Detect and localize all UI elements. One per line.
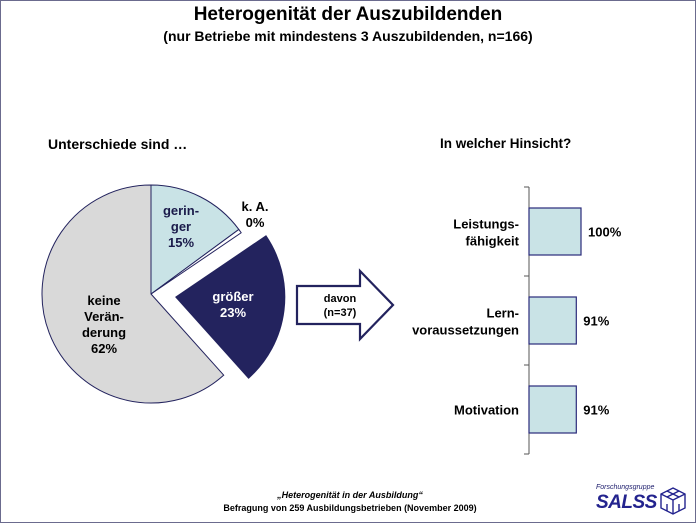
pie-slice-keine <box>41 184 225 404</box>
bar-0 <box>528 207 582 256</box>
pie-label-groesser: größer 23% <box>212 289 253 320</box>
bar-2 <box>528 385 577 434</box>
logo-main-text: SALSS <box>596 492 657 513</box>
bar-value-label: 91% <box>583 314 609 329</box>
pie-label-keine: keine Verän-derung 62% <box>82 293 126 356</box>
arrow-label-davon: davon <box>324 293 357 305</box>
pie-slice-geringer <box>150 184 240 295</box>
arrow-shape <box>295 268 395 342</box>
bar-category-label: Motivation <box>454 403 519 418</box>
salss-logo: Forschungsgruppe SALSS <box>594 484 690 518</box>
pie-slice-ka <box>150 228 242 295</box>
bar-value-label: 100% <box>588 225 622 240</box>
logo-top-text: Forschungsgruppe <box>596 484 655 491</box>
bar-category-label: Lern-voraussetzungen <box>412 306 519 338</box>
bar-heading: In welcher Hinsicht? <box>440 136 572 151</box>
bar-category-label: Leistungs-fähigkeit <box>453 217 519 249</box>
davon-arrow: davon (n=37) <box>295 268 395 342</box>
page-subtitle: (nur Betriebe mit mindestens 3 Auszubild… <box>163 28 533 44</box>
page-title: Heterogenität der Auszubildenden <box>193 4 503 25</box>
pie-heading: Unterschiede sind … <box>48 136 188 152</box>
bar-value-label: 91% <box>583 403 609 418</box>
bar-1 <box>528 296 577 345</box>
pie-chart: gerin-ger 15% k. A. 0% größer 23% keine Verän-d… <box>41 184 286 404</box>
cube-icon <box>660 487 686 515</box>
pie-label-ka: k. A. 0% <box>242 199 269 230</box>
pie-label-geringer: gerin-ger 15% <box>163 203 199 250</box>
footer-study-title: „Heterogenität in der Ausbildung“ <box>277 490 423 500</box>
pie-slice-groesser <box>175 235 286 379</box>
bar-chart: Leistungs-fähigkeit 100% Lern-voraussetzun… <box>412 186 622 455</box>
arrow-label-n: (n=37) <box>324 307 357 319</box>
footer-survey-info: Befragung von 259 Ausbildungsbetrieben (… <box>223 503 477 513</box>
